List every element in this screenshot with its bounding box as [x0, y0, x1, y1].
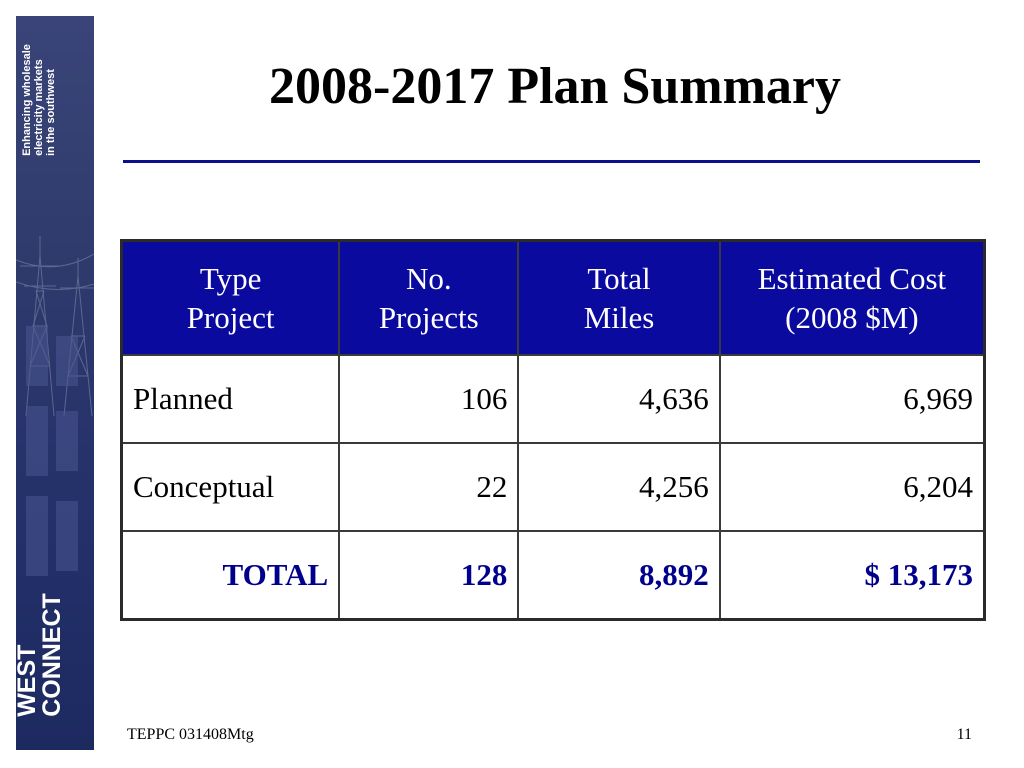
- logo-line-2: CONNECT: [38, 593, 66, 717]
- table-row: Planned 106 4,636 6,969: [120, 354, 986, 444]
- cell-projects: 22: [338, 442, 520, 532]
- table-header-row: Type Project No. Projects Total Miles Es…: [120, 239, 986, 356]
- cell-type: Conceptual: [120, 442, 341, 532]
- table-row: Conceptual 22 4,256 6,204: [120, 442, 986, 532]
- slide-number: 11: [956, 726, 972, 743]
- cell-type: Planned: [120, 354, 341, 444]
- cell-miles: 4,256: [517, 442, 721, 532]
- header-text: Project: [186, 300, 275, 335]
- cell-miles: 4,636: [517, 354, 721, 444]
- header-estimated-cost: Estimated Cost (2008 $M): [718, 239, 986, 356]
- plan-summary-table: Type Project No. Projects Total Miles Es…: [120, 239, 986, 621]
- header-no-projects: No. Projects: [338, 239, 520, 356]
- logo-line-1: WEST: [13, 644, 41, 717]
- header-text: Total: [587, 261, 651, 296]
- cell-projects: 106: [338, 354, 520, 444]
- cell-total-projects: 128: [338, 530, 520, 621]
- header-text: No.: [405, 261, 452, 296]
- cell-total-label: TOTAL: [120, 530, 341, 621]
- header-text: Type: [199, 261, 262, 296]
- slide-title: 2008-2017 Plan Summary: [269, 58, 841, 115]
- header-type-project: Type Project: [120, 239, 341, 356]
- westconnect-logo: WEST CONNECT: [13, 593, 66, 717]
- cell-cost: 6,204: [718, 442, 986, 532]
- tagline-line: electricity markets: [33, 59, 45, 156]
- cell-cost: 6,969: [718, 354, 986, 444]
- tagline-line: Enhancing wholesale: [21, 44, 33, 156]
- header-text: Projects: [378, 300, 479, 335]
- header-text: Miles: [583, 300, 655, 335]
- tagline-line: in the southwest: [45, 69, 57, 156]
- cell-total-miles: 8,892: [517, 530, 721, 621]
- title-divider: [123, 160, 980, 163]
- sidebar-banner: [16, 16, 94, 750]
- sidebar-tagline: Enhancing wholesale electricity markets …: [21, 44, 57, 156]
- footer-meeting-label: TEPPC 031408Mtg: [127, 726, 254, 743]
- header-total-miles: Total Miles: [517, 239, 721, 356]
- header-text: (2008 $M): [785, 300, 919, 335]
- cell-total-cost: $ 13,173: [718, 530, 986, 621]
- power-watermark: [26, 326, 78, 576]
- table-total-row: TOTAL 128 8,892 $ 13,173: [120, 530, 986, 621]
- header-text: Estimated Cost: [757, 261, 947, 296]
